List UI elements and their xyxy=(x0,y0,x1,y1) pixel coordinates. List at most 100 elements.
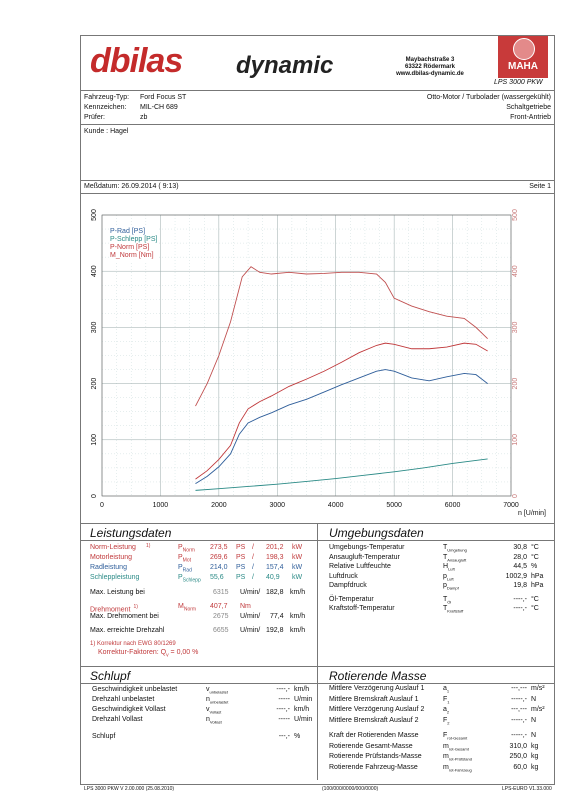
y-tick-label-left: 500 xyxy=(91,209,98,221)
max-rpm-speed: 192,8 xyxy=(266,627,284,634)
perf-row-symbol: PSchlepp xyxy=(178,574,201,584)
mass-sym: a xyxy=(443,685,447,692)
environment-row-value: ----,- xyxy=(513,605,527,612)
mass-section: Rotierende Masse Mittlere Verzögerung Au… xyxy=(317,666,555,780)
series-line-3 xyxy=(195,266,488,407)
environment-row-value: 44,5 xyxy=(513,563,527,570)
slip-sym: v xyxy=(206,686,210,693)
mass-row-label: Kraft der Rotierenden Masse xyxy=(329,732,419,739)
mass-row-symbol: F1 xyxy=(443,696,450,706)
mass-row-symbol: mrot-Gesamt xyxy=(443,743,469,753)
perf-row-slash: / xyxy=(252,554,254,561)
y-tick-label-right: 100 xyxy=(512,434,519,446)
perf-row-unit-kw: kW xyxy=(292,554,303,561)
slip-row-label: Geschwindigkeit Vollast xyxy=(92,706,166,713)
perf-sym: P xyxy=(178,554,183,561)
vehicle-type-value: Ford Focus ST xyxy=(140,94,187,101)
mass-row-value: -----,- xyxy=(511,732,527,739)
slip-row-symbol: nVollast xyxy=(206,716,222,726)
environment-row-unit: % xyxy=(531,563,538,570)
environment-sub: Umgebung xyxy=(447,547,467,553)
max-torque-rpm-unit: U/min/ xyxy=(240,613,261,620)
max-rpm-speed-unit: km/h xyxy=(290,627,306,634)
environment-row-unit: °C xyxy=(531,544,539,551)
slip-row-unit: U/min xyxy=(294,696,313,703)
mass-sym: a xyxy=(443,706,447,713)
perf-row-unit-kw: kW xyxy=(292,574,303,581)
environment-row-label: Relative Luftfeuchte xyxy=(329,563,391,570)
gearbox-type: Schaltgetriebe xyxy=(506,104,551,111)
perf-row-value-kw: 201,2 xyxy=(266,544,284,551)
address-city: 63322 Rödermark xyxy=(404,64,456,70)
slip-row-label: Schlupf xyxy=(92,733,116,740)
environment-row-symbol: pDampf xyxy=(443,582,459,592)
max-power-speed: 182,8 xyxy=(266,589,284,596)
divider xyxy=(80,180,555,181)
environment-row-symbol: HLuft xyxy=(443,563,455,573)
max-rpm-value: 6655 xyxy=(213,627,229,634)
slip-row-label: Drehzahl unbelastet xyxy=(92,696,155,703)
correction-value: = 0,00 % xyxy=(170,649,199,656)
plate-value: MIL-CH 689 xyxy=(140,104,178,111)
x-tick-label: 3000 xyxy=(269,502,285,509)
footer-left: LPS 3000 PKW V 2.00.000 (25.08.2010) xyxy=(84,786,175,792)
environment-section: Umgebungsdaten Umgebungs-Temperatur TUmge… xyxy=(317,523,555,666)
slip-row-label: Geschwindigkeit unbelastet xyxy=(92,686,178,693)
x-tick-label: 7000 xyxy=(503,502,519,509)
max-torque-label: Max. Drehmoment bei xyxy=(90,613,159,620)
perf-row-symbol: PRad xyxy=(178,564,192,574)
y-tick-label-left: 0 xyxy=(91,494,98,498)
torque-symbol: MNorm xyxy=(178,603,196,613)
legend-p-norm: P-Norm [PS] xyxy=(110,244,150,251)
dbilas-logo: dbilas xyxy=(90,42,183,80)
engine-type: Otto-Motor / Turbolader (wassergekühlt) xyxy=(426,94,551,101)
environment-title: Umgebungsdaten xyxy=(329,526,424,540)
max-rpm-unit: U/min/ xyxy=(240,627,261,634)
slip-row-value: ---,- xyxy=(278,733,290,740)
perf-row-value-ps: 273,5 xyxy=(210,544,228,551)
mass-sub: rot-Gesamt xyxy=(448,745,469,751)
max-power-label: Max. Leistung bei xyxy=(90,589,145,596)
perf-row-slash: / xyxy=(252,574,254,581)
y-tick-label-left: 100 xyxy=(91,434,98,446)
perf-row-unit-ps: PS xyxy=(236,574,246,581)
environment-sub: Luft xyxy=(446,575,454,581)
slip-sub: unbelastet xyxy=(209,699,229,705)
slip-row-value: ----- xyxy=(278,716,290,723)
max-torque-rpm: 2675 xyxy=(213,613,229,620)
environment-row-symbol: TUmgebung xyxy=(443,544,467,554)
environment-sym: T xyxy=(443,595,448,603)
environment-row-label: Kraftstoff-Temperatur xyxy=(329,605,395,612)
x-tick-label: 2000 xyxy=(211,502,227,509)
dynamic-logo: dynamic xyxy=(236,52,334,79)
perf-row-value-ps: 269,6 xyxy=(210,554,228,561)
environment-sub: Dampf xyxy=(446,585,459,591)
slip-row-symbol: nunbelastet xyxy=(206,696,228,706)
slip-row-value: ----- xyxy=(278,696,290,703)
address-block: Maybachstraße 3 63322 Rödermark www.dbil… xyxy=(385,57,475,78)
slip-row-label: Drehzahl Vollast xyxy=(92,716,143,723)
environment-row-symbol: pLuft xyxy=(443,573,454,583)
series-line-2 xyxy=(195,342,488,480)
environment-row-unit: °C xyxy=(531,553,539,561)
mass-sym: F xyxy=(443,716,448,724)
chart-grid xyxy=(101,214,512,497)
mass-row-value: ---,--- xyxy=(511,706,527,713)
mass-row-value: ---,--- xyxy=(511,685,527,692)
torque-label: Drehmoment 1) xyxy=(90,603,138,614)
mass-row-unit: m/s² xyxy=(531,706,545,713)
mass-row-label: Rotierende Prüfstands-Masse xyxy=(329,753,422,760)
perf-sub: Norm xyxy=(182,547,195,554)
environment-row-value: 30,8 xyxy=(513,544,527,551)
torque-footnote: 1) xyxy=(133,604,138,610)
legend-p-schlepp: P-Schlepp [PS] xyxy=(110,236,158,243)
series-line-1 xyxy=(195,458,488,491)
address-street: Maybachstraße 3 xyxy=(405,57,455,63)
legend-m-norm: M_Norm [Nm] xyxy=(110,252,154,259)
mass-row-unit: N xyxy=(531,732,537,739)
mass-row-unit: N xyxy=(531,695,537,703)
mass-sub: rot-Prüfstand xyxy=(448,756,472,762)
slip-row-value: ----,- xyxy=(276,686,290,693)
mass-row-unit: kg xyxy=(531,753,539,760)
